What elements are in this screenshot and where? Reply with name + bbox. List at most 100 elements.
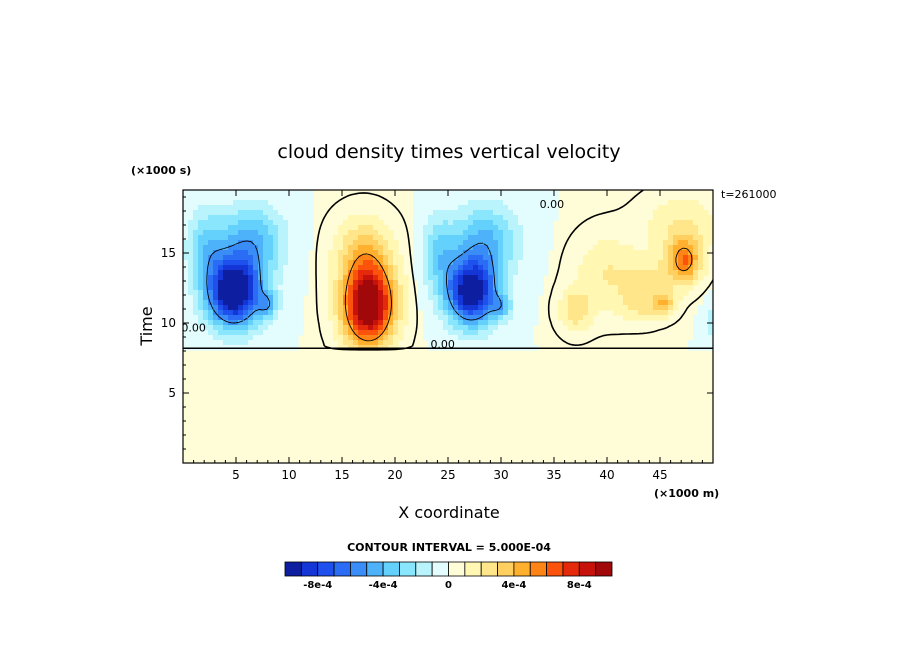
colorbar-swatch: [480, 561, 498, 577]
field-cell: [273, 295, 279, 301]
zero-contour-label: 0.00: [430, 338, 455, 351]
field-cell: [208, 215, 269, 221]
field-cell: [343, 320, 349, 326]
field-cell: [183, 245, 194, 251]
field-cell: [193, 215, 209, 221]
field-cell: [333, 295, 339, 301]
field-cell: [223, 275, 249, 281]
field-cell: [403, 315, 409, 321]
field-cell: [183, 190, 314, 196]
y-axis-label: Time: [137, 306, 156, 346]
field-cell: [493, 285, 499, 291]
field-cell: [453, 305, 459, 311]
field-cell: [433, 230, 464, 236]
field-cell: [278, 210, 314, 216]
field-cell: [668, 200, 699, 206]
field-cell: [343, 265, 349, 271]
field-cell: [423, 235, 429, 241]
field-cell: [648, 245, 664, 251]
field-cell: [668, 255, 674, 261]
field-cell: [343, 285, 349, 291]
field-cell: [183, 235, 189, 241]
field-cell: [343, 235, 359, 241]
field-cell: [468, 235, 494, 241]
field-cell: [198, 240, 209, 246]
field-cell: [183, 340, 224, 346]
field-cell: [378, 240, 389, 246]
field-cell: [698, 230, 713, 236]
field-cell: [328, 290, 334, 296]
field-cell: [433, 250, 444, 256]
field-cell: [273, 275, 284, 281]
field-cell: [348, 260, 354, 266]
field-cell: [273, 270, 284, 276]
field-cell: [423, 320, 444, 326]
field-cell: [433, 265, 439, 271]
field-cell: [503, 290, 509, 296]
field-cell: [378, 265, 384, 271]
field-cell: [358, 325, 369, 331]
field-cell: [253, 285, 259, 291]
field-cell: [388, 270, 394, 276]
field-cell: [378, 230, 394, 236]
field-cell: [193, 275, 199, 281]
field-cell: [223, 320, 229, 326]
field-cell: [343, 255, 354, 261]
field-cell: [668, 270, 679, 276]
field-cell: [333, 330, 339, 336]
field-cell: [463, 250, 489, 256]
field-cell: [688, 340, 713, 346]
field-cell: [673, 265, 679, 271]
field-cell: [478, 300, 484, 306]
field-cell: [518, 260, 549, 266]
x-tick-label: 15: [334, 468, 349, 482]
field-cell: [443, 250, 464, 256]
field-cell: [268, 285, 274, 291]
field-cell: [623, 300, 654, 306]
field-cell: [433, 255, 439, 261]
field-cell: [693, 315, 709, 321]
field-cell: [423, 330, 449, 336]
field-cell: [273, 240, 279, 246]
field-cell: [693, 335, 713, 341]
field-cell: [373, 245, 384, 251]
field-cell: [353, 250, 379, 256]
field-cell: [343, 260, 349, 266]
field-cell: [508, 265, 519, 271]
field-cell: [348, 250, 354, 256]
field-cell: [688, 255, 694, 261]
field-cell: [258, 285, 264, 291]
field-cell: [183, 320, 199, 326]
field-cell: [278, 315, 304, 321]
field-cell: [448, 315, 454, 321]
field-cell: [418, 305, 434, 311]
field-cell: [238, 320, 249, 326]
field-cell: [383, 300, 389, 306]
x-axis: 5 10 15 20 25 30 35 40 45: [193, 190, 703, 482]
field-cell: [438, 235, 469, 241]
field-cell: [413, 255, 424, 261]
field-cell: [253, 270, 259, 276]
field-cell: [673, 300, 679, 306]
field-cell: [433, 260, 439, 266]
x-axis-label: X coordinate: [398, 503, 499, 522]
field-cell: [668, 225, 699, 231]
field-cell: [428, 265, 434, 271]
field-cell: [423, 270, 429, 276]
field-cell: [488, 285, 494, 291]
field-cell: [513, 290, 544, 296]
field-cell: [498, 295, 504, 301]
field-cell: [508, 205, 559, 211]
field-cell: [183, 285, 189, 291]
field-cell: [348, 270, 354, 276]
field-cell: [283, 280, 309, 286]
field-cell: [458, 315, 464, 321]
field-cell: [403, 305, 409, 311]
field-cell: [598, 240, 619, 246]
field-cell: [268, 275, 274, 281]
field-cell: [458, 300, 464, 306]
field-cell: [503, 295, 509, 301]
field-cell: [523, 250, 549, 256]
field-cell: [333, 285, 339, 291]
field-cell: [278, 285, 309, 291]
